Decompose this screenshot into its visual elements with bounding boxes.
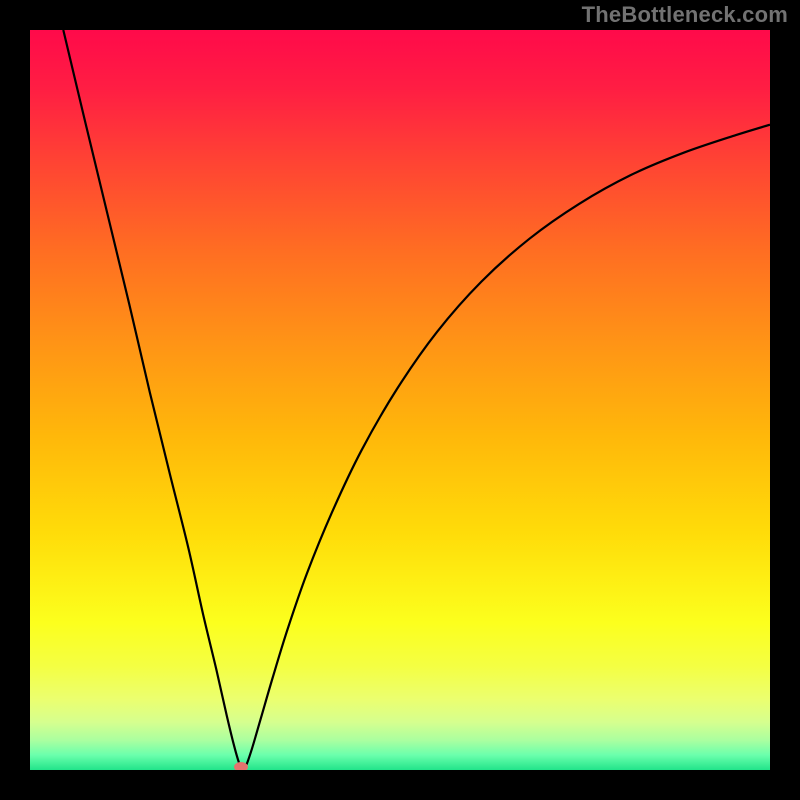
optimal-point-marker xyxy=(234,762,248,770)
curve-left-arm xyxy=(63,30,242,770)
bottleneck-curve xyxy=(30,30,770,770)
watermark-text: TheBottleneck.com xyxy=(582,2,788,28)
curve-right-arm xyxy=(242,125,770,770)
plot-area xyxy=(30,30,770,770)
